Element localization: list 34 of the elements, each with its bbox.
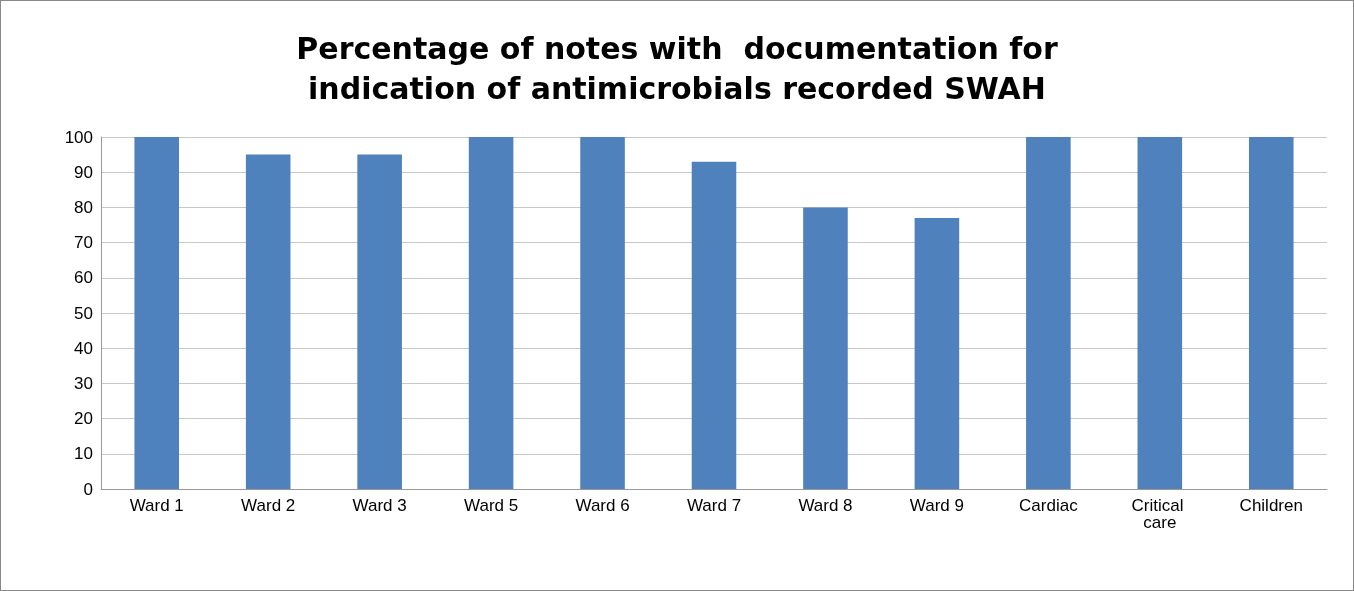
bar	[468, 137, 514, 489]
bar	[245, 154, 291, 489]
chart-title: Percentage of notes with documentation for indication of antimicrobials recorded SWAH	[296, 30, 1058, 106]
bar	[1248, 137, 1294, 489]
x-tick-label: Ward 8	[798, 496, 853, 515]
y-tick-label: 20	[74, 409, 93, 429]
x-tick-label: Ward 1	[129, 496, 184, 515]
y-tick-label: 80	[74, 197, 93, 217]
x-tick-label: Cardiac	[1019, 496, 1079, 515]
x-tick-label: Ward 6	[575, 496, 630, 515]
y-tick-label: 70	[74, 233, 93, 253]
bar	[134, 137, 180, 489]
bar	[357, 154, 402, 489]
bar	[803, 207, 848, 489]
y-tick-label: 10	[74, 444, 93, 464]
x-tick-label: Ward 7	[686, 496, 742, 515]
x-tick-label: Ward 3	[352, 496, 407, 515]
bar	[914, 217, 960, 489]
x-tick-label: Critical care	[1131, 496, 1189, 532]
y-tick-label: 0	[83, 479, 93, 499]
x-tick-label: Ward 2	[241, 496, 296, 515]
bar	[691, 161, 737, 489]
y-tick-label: 40	[74, 338, 93, 358]
bar	[1137, 137, 1183, 489]
x-tick-label: Ward 9	[909, 496, 964, 515]
x-tick-label: Ward 5	[464, 496, 519, 515]
bar	[580, 137, 625, 489]
bar	[1026, 137, 1071, 489]
x-tick-label: Children	[1239, 496, 1303, 515]
y-tick-label: 90	[74, 162, 93, 182]
y-tick-label: 50	[74, 303, 93, 323]
y-tick-label: 30	[74, 373, 93, 393]
y-tick-label: 60	[74, 268, 93, 288]
y-tick-label: 100	[64, 127, 93, 147]
